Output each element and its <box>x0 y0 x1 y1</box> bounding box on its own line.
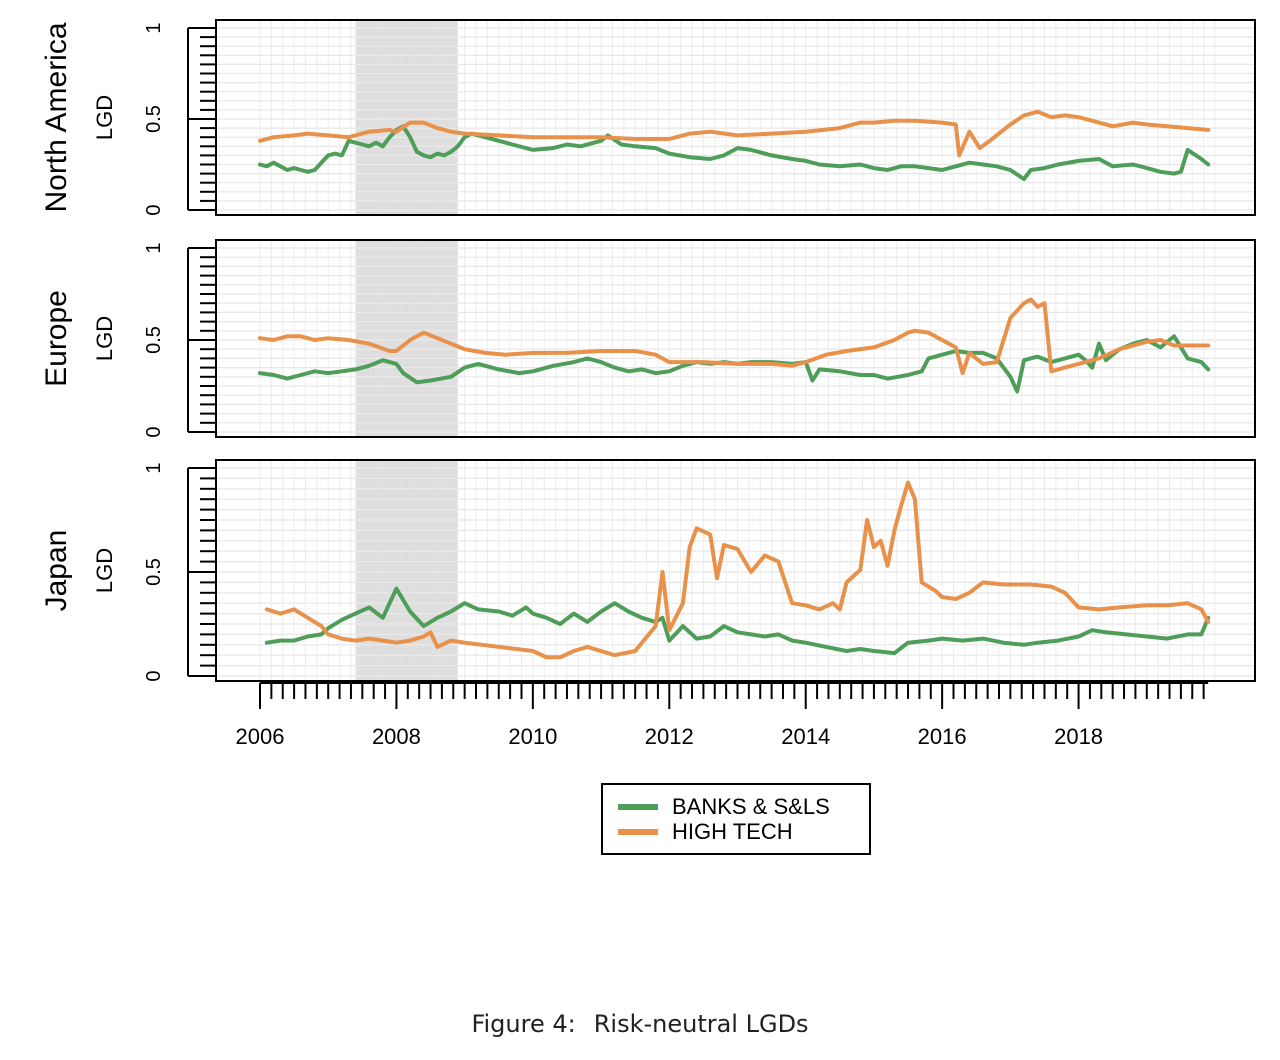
y-tick-label: 0 <box>143 204 165 215</box>
crisis-shading <box>355 20 458 215</box>
figure-caption: Figure 4: Risk-neutral LGDs <box>0 1010 1280 1038</box>
y-tick-label: 0.5 <box>143 558 165 586</box>
panel-frame <box>215 239 1256 438</box>
y-tick-label: 0 <box>143 670 165 681</box>
y-tick-label: 1 <box>143 242 165 253</box>
lgd-chart: 0 0.5 1 LGD North America 0 0.5 1 LGD Europe 0 0.5 1… <box>40 19 1256 855</box>
x-tick-label: 2008 <box>372 724 421 749</box>
x-tick-label: 2018 <box>1054 724 1103 749</box>
y-tick-label: 0.5 <box>143 105 165 133</box>
legend-box <box>601 783 871 855</box>
y-tick-label: 0 <box>143 426 165 437</box>
series-line-banks <box>264 586 1211 656</box>
region-label: Japan <box>40 530 73 612</box>
legend-label-hightech: HIGH TECH <box>672 819 793 844</box>
panel-frame <box>215 459 1256 682</box>
panel-north-america: 0 0.5 1 LGD North America <box>40 19 1256 216</box>
y-tick-label: 1 <box>143 22 165 33</box>
series-line-banks <box>258 124 1211 182</box>
y-axis-title: LGD <box>92 548 117 593</box>
region-label: Europe <box>40 290 73 387</box>
panel-frame <box>215 19 1256 216</box>
figure-title: Risk-neutral LGDs <box>593 1010 809 1038</box>
series-line-hightech <box>264 480 1211 660</box>
x-tick-label: 2010 <box>508 724 557 749</box>
y-axis-title: LGD <box>92 316 117 361</box>
panel-japan: 0 0.5 1 LGD Japan <box>40 459 1256 682</box>
y-tick-label: 0.5 <box>143 326 165 354</box>
series-line-hightech <box>258 297 1211 376</box>
y-tick-label: 1 <box>143 462 165 473</box>
region-label: North America <box>40 22 73 212</box>
x-tick-label: 2016 <box>918 724 967 749</box>
x-axis: 2006 2008 2010 2012 2014 2016 2018 <box>236 682 1209 749</box>
crisis-shading <box>355 460 458 681</box>
x-tick-label: 2014 <box>781 724 830 749</box>
x-tick-label: 2006 <box>236 724 285 749</box>
figure-number: Figure 4: <box>471 1010 576 1038</box>
series-line-hightech <box>258 109 1211 158</box>
panel-europe: 0 0.5 1 LGD Europe <box>40 239 1256 438</box>
legend-label-banks: BANKS & S&LS <box>672 794 830 819</box>
x-tick-label: 2012 <box>645 724 694 749</box>
y-axis-title: LGD <box>92 95 117 140</box>
